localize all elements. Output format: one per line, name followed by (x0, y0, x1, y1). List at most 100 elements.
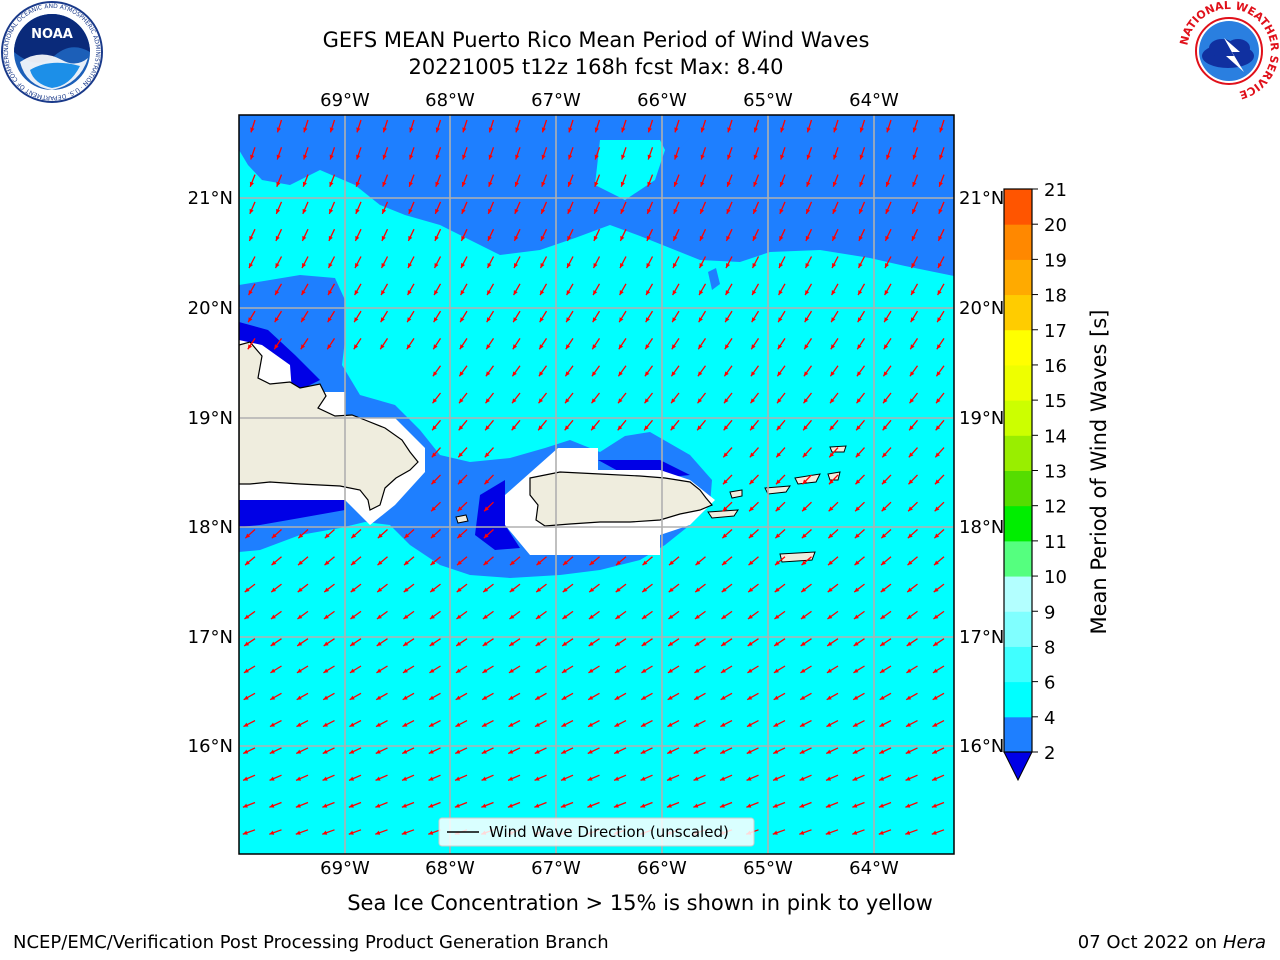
wave-direction-arrow (912, 174, 919, 187)
colorbar-tick-label: 13 (1044, 462, 1067, 483)
wave-direction-arrow (825, 801, 839, 808)
wave-direction-arrow (560, 801, 574, 808)
wave-direction-arrow (614, 692, 627, 701)
wave-direction-arrow (879, 720, 892, 728)
colorbar-segment (1004, 576, 1032, 612)
wave-direction-arrow (883, 310, 892, 323)
wave-direction-arrow (507, 747, 521, 755)
wave-direction-arrow (514, 201, 521, 215)
wave-direction-arrow (455, 692, 468, 701)
wave-direction-arrow (906, 583, 918, 593)
colorbar-tick-label: 20 (1044, 215, 1067, 236)
colorbar-segment (1004, 364, 1032, 401)
wave-direction-arrow (431, 419, 441, 431)
wave-direction-arrow (459, 338, 468, 350)
wave-direction-arrow (247, 338, 256, 350)
wave-direction-arrow (799, 720, 812, 728)
wave-direction-arrow (773, 665, 786, 674)
wave-direction-arrow (720, 638, 733, 647)
wave-direction-arrow (720, 665, 733, 674)
wave-direction-arrow (353, 338, 362, 350)
wave-direction-arrow (509, 610, 521, 620)
wave-direction-arrow (380, 310, 389, 323)
wave-direction-arrow (750, 338, 760, 350)
wave-direction-arrow (276, 147, 283, 160)
wave-direction-arrow (721, 556, 733, 566)
wave-direction-arrow (778, 256, 786, 269)
wave-direction-arrow (462, 147, 468, 160)
wave-direction-arrow (456, 529, 468, 539)
wave-direction-arrow (908, 419, 918, 431)
wave-direction-arrow (749, 419, 759, 431)
wave-direction-arrow (831, 256, 839, 269)
wave-direction-arrow (879, 692, 892, 701)
wave-direction-arrow (512, 310, 521, 323)
wave-direction-arrow (376, 665, 388, 674)
wave-direction-arrow (561, 665, 574, 674)
wave-direction-arrow (271, 556, 282, 566)
colorbar-tick-label: 9 (1044, 602, 1055, 623)
wave-direction-arrow (488, 147, 495, 160)
wave-direction-arrow (428, 774, 441, 781)
wave-direction-arrow (932, 665, 945, 674)
wave-direction-arrow (906, 665, 918, 674)
wave-direction-arrow (428, 747, 441, 755)
wave-direction-arrow (508, 665, 521, 674)
wave-direction-arrow (350, 583, 362, 593)
wave-direction-arrow (880, 583, 892, 593)
wave-direction-arrow (878, 747, 892, 755)
wave-direction-arrow (322, 774, 335, 781)
wave-direction-arrow (751, 256, 760, 269)
wave-direction-arrow (568, 147, 574, 160)
wave-direction-arrow (301, 283, 309, 296)
wave-direction-arrow (243, 638, 256, 647)
wave-direction-arrow (936, 338, 945, 350)
wave-direction-arrow (428, 829, 441, 835)
wave-direction-arrow (667, 720, 680, 728)
wave-direction-arrow (646, 228, 654, 242)
ocean-dark-blue-3 (475, 480, 520, 550)
wave-direction-arrow (515, 147, 521, 160)
wave-direction-arrow (693, 774, 706, 781)
wave-direction-arrow (693, 747, 706, 755)
lon-tick-top: 68°W (425, 90, 475, 111)
wave-direction-arrow (879, 638, 892, 647)
wave-direction-arrow (643, 419, 653, 431)
wave-direction-arrow (937, 283, 945, 296)
wave-direction-arrow (587, 774, 600, 781)
wave-direction-arrow (694, 638, 706, 647)
wave-direction-arrow (886, 147, 892, 160)
colorbar-tick-label: 15 (1044, 391, 1067, 412)
wave-direction-arrow (486, 310, 495, 323)
wave-direction-arrow (937, 228, 945, 242)
wave-direction-arrow (826, 665, 839, 674)
wave-direction-arrow (296, 665, 309, 674)
wave-direction-arrow (720, 692, 733, 701)
wave-direction-arrow (409, 119, 415, 133)
wave-direction-arrow (481, 747, 494, 755)
wave-direction-arrow (457, 447, 468, 458)
wave-direction-arrow (935, 392, 945, 404)
wave-direction-arrow (565, 310, 574, 323)
wave-direction-arrow (723, 365, 733, 377)
wave-direction-arrow (778, 283, 786, 296)
colorbar-segment (1004, 716, 1032, 753)
wave-direction-arrow (275, 228, 283, 242)
wave-direction-arrow (350, 610, 362, 620)
wave-direction-arrow (885, 201, 892, 215)
wave-direction-arrow (539, 283, 548, 296)
wave-direction-arrow (775, 474, 786, 485)
wave-direction-arrow (407, 283, 415, 296)
wave-direction-arrow (269, 774, 282, 781)
wave-direction-arrow (428, 720, 441, 728)
wave-direction-arrow (567, 201, 574, 215)
wave-direction-arrow (250, 147, 256, 160)
wave-direction-arrow (322, 692, 335, 701)
wave-direction-arrow (429, 665, 441, 674)
wave-direction-arrow (804, 310, 813, 323)
wave-direction-arrow (726, 201, 733, 215)
legend-label: Wind Wave Direction (unscaled) (489, 823, 729, 841)
wave-direction-arrow (249, 201, 256, 215)
wave-direction-arrow (645, 283, 654, 296)
